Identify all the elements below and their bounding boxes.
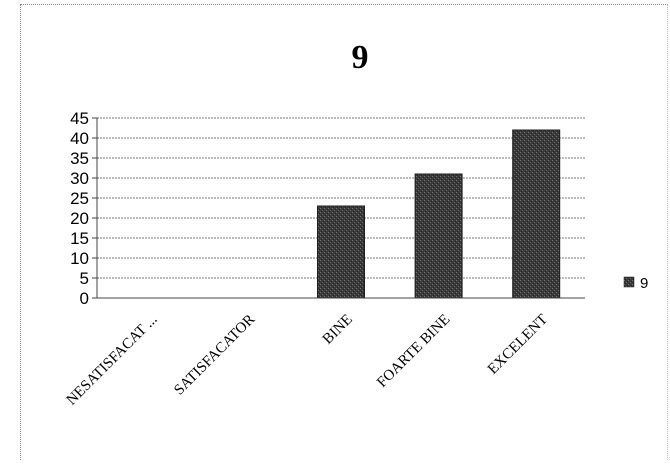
x-category-label: EXCELENT — [485, 312, 551, 378]
axes — [96, 118, 585, 299]
chart-frame — [20, 4, 668, 460]
y-tick-label: 0 — [80, 289, 89, 308]
x-axis-categories: NESATISFACAT ... SATISFACATOR BINE FOARTE B… — [64, 312, 551, 409]
y-tick-label: 10 — [70, 249, 89, 268]
y-tick-label: 30 — [70, 169, 89, 188]
chart-title: 9 — [352, 39, 369, 76]
y-tick-label: 40 — [70, 129, 89, 148]
legend-swatch — [623, 276, 635, 288]
y-tick-label: 15 — [70, 229, 89, 248]
bars — [317, 129, 561, 299]
x-category-label: FOARTE BINE — [374, 312, 453, 391]
x-category-label: NESATISFACAT ... — [64, 312, 161, 409]
x-category-label: BINE — [320, 312, 356, 348]
y-tick-label: 5 — [80, 269, 89, 288]
x-category-label: SATISFACATOR — [171, 312, 258, 399]
y-tick-label: 20 — [70, 209, 89, 228]
bar — [317, 205, 365, 299]
y-tick-label: 25 — [70, 189, 89, 208]
y-tick-label: 35 — [70, 149, 89, 168]
bar — [512, 129, 561, 299]
bar — [414, 173, 463, 299]
legend-label: 9 — [640, 275, 648, 292]
y-tick-label: 45 — [70, 109, 89, 128]
legend: 9 — [623, 275, 648, 292]
